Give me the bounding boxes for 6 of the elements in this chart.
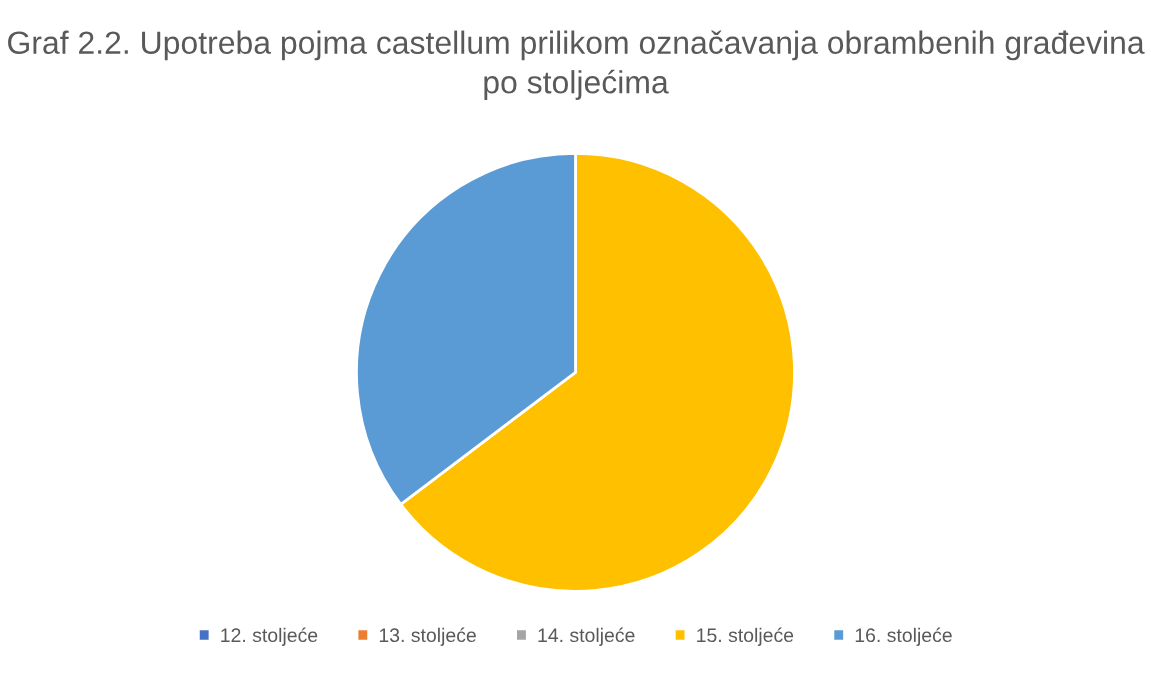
legend-label: 15. stoljeće: [697, 627, 794, 646]
legend-label: 13. stoljeće: [379, 627, 476, 646]
chart-title: Graf 2.2. Upotreba pojma castellum prilikom označavanja obrambenih građevina po stoljećima: [8, 30, 1145, 100]
legend-label: 12. stoljeće: [221, 627, 318, 646]
legend-label: 16. stoljeće: [855, 627, 952, 646]
legend-label: 14. stoljeće: [538, 627, 635, 646]
